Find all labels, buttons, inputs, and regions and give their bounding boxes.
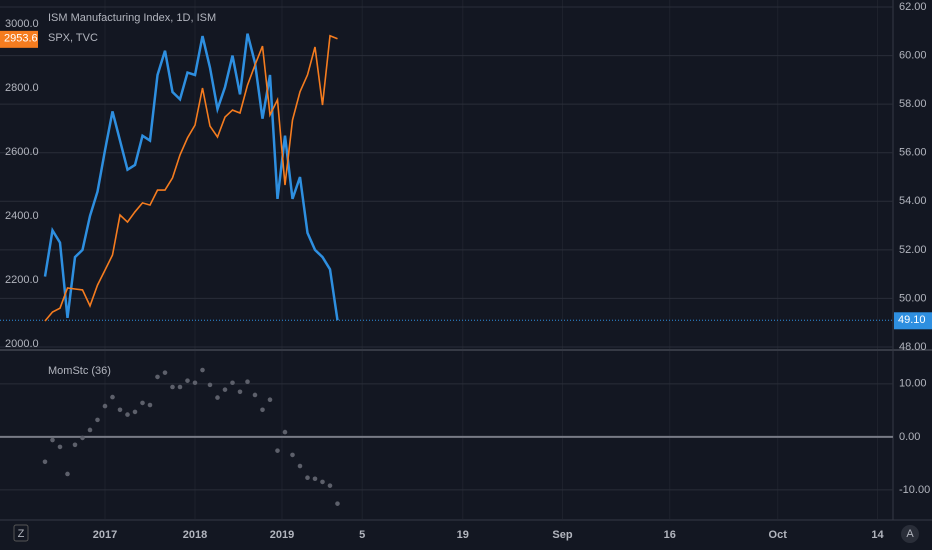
x-tick-label: 14	[871, 529, 884, 541]
momentum-dot	[42, 459, 48, 465]
indicator-title: MomStc (36)	[48, 365, 111, 377]
last-value-box	[894, 312, 932, 330]
zoom-button[interactable]: Z	[18, 528, 25, 540]
momentum-dot	[117, 407, 123, 413]
momentum-dot	[110, 394, 115, 400]
momentum-dot	[222, 387, 228, 392]
momentum-dot	[275, 448, 280, 453]
y-tick-label: 58.00	[899, 98, 927, 110]
momentum-dot	[72, 442, 78, 448]
momentum-dot	[312, 476, 318, 482]
x-tick-label: 19	[457, 529, 469, 541]
momentum-dot	[87, 427, 93, 433]
x-tick-label: 5	[359, 529, 365, 541]
x-tick-label: Oct	[769, 529, 788, 541]
momentum-dot	[297, 463, 303, 469]
momentum-dot	[282, 429, 288, 435]
momentum-dot	[200, 367, 205, 373]
series-line	[44, 34, 338, 322]
y-tick-label: 48.00	[899, 341, 927, 353]
x-tick-label: 2018	[183, 529, 207, 541]
y-tick-label: 60.00	[899, 49, 927, 61]
momentum-dot	[155, 374, 160, 380]
momentum-dot	[252, 392, 258, 398]
x-tick-label: 2017	[93, 529, 117, 541]
momentum-dot	[320, 479, 325, 485]
last-value-label: 2953.6	[4, 33, 38, 45]
button-frame[interactable]	[13, 524, 29, 542]
button-frame[interactable]	[901, 525, 919, 543]
momentum-dot	[230, 380, 235, 386]
y2-tick-label: 2200.0	[5, 274, 39, 286]
momentum-dot	[170, 384, 175, 390]
momentum-dot	[260, 407, 265, 413]
auto-button[interactable]: A	[906, 528, 914, 540]
y-tick-label: 54.00	[899, 195, 927, 207]
x-tick-label: Sep	[552, 529, 572, 541]
series-line	[43, 33, 339, 321]
momentum-dot	[125, 412, 130, 417]
y-tick-label: 10.00	[899, 378, 927, 390]
y2-tick-label: 2600.0	[5, 146, 39, 158]
y-tick-label: -10.00	[899, 484, 930, 496]
momentum-dot	[290, 452, 295, 458]
momentum-dot	[57, 444, 63, 450]
momentum-dot	[237, 389, 243, 395]
last-value-label: 49.10	[898, 314, 926, 326]
y2-tick-label: 2000.0	[5, 338, 39, 350]
y2-tick-label: 2400.0	[5, 210, 39, 222]
momentum-dot	[267, 397, 273, 403]
momentum-dot	[192, 380, 198, 386]
legend-entry: ISM Manufacturing Index, 1D, ISM	[48, 12, 216, 24]
momentum-dot	[80, 435, 85, 441]
y-tick-label: 56.00	[899, 147, 927, 159]
momentum-dot	[147, 402, 153, 408]
momentum-dot	[102, 403, 108, 409]
y2-tick-label: 3000.0	[5, 18, 39, 30]
y-tick-label: 52.00	[899, 244, 927, 256]
momentum-dot	[305, 475, 310, 480]
momentum-dot	[335, 501, 340, 506]
legend-entry: SPX, TVC	[48, 32, 98, 44]
x-tick-label: 2019	[270, 529, 294, 541]
y-tick-label: 50.00	[899, 292, 927, 304]
y2-tick-label: 2800.0	[5, 82, 39, 94]
last-value-box	[0, 30, 38, 48]
momentum-dot	[207, 382, 213, 388]
y-tick-label: 0.00	[899, 431, 920, 443]
momentum-dot	[95, 417, 100, 423]
y-tick-label: 62.00	[899, 1, 927, 13]
momentum-dot	[140, 400, 145, 406]
x-tick-label: 16	[664, 529, 676, 541]
momentum-dot	[177, 384, 183, 390]
momentum-dot	[65, 471, 70, 477]
momentum-dot	[185, 378, 190, 383]
momentum-dot	[162, 370, 168, 375]
momentum-dot	[327, 483, 333, 488]
momentum-dot	[50, 437, 55, 443]
momentum-dot	[245, 379, 250, 384]
momentum-dot	[132, 409, 138, 415]
momentum-dot	[215, 395, 220, 400]
